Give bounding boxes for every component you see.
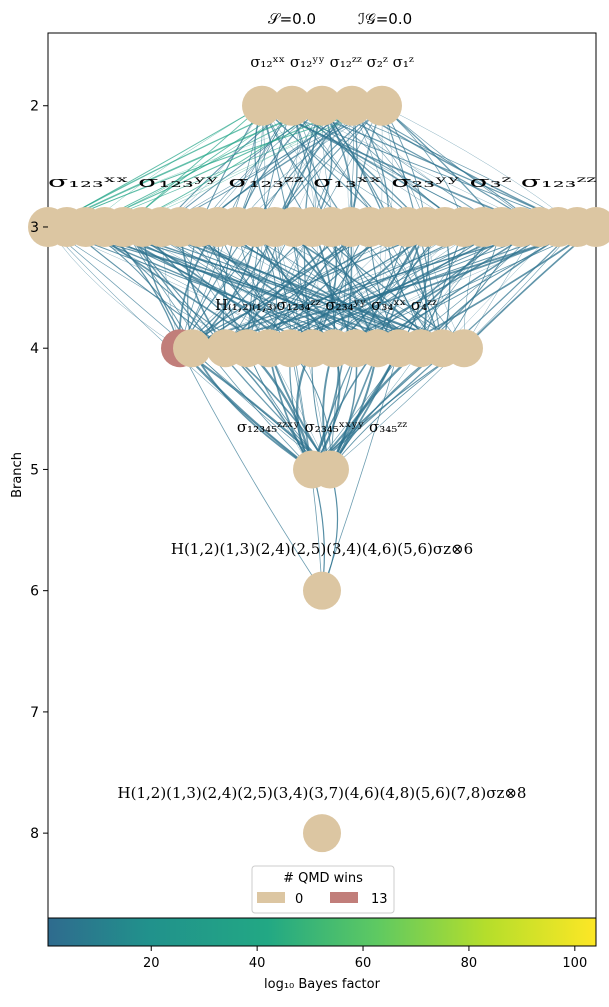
- legend: # QMD wins 0 13: [251, 865, 395, 914]
- legend-title: # QMD wins: [283, 871, 363, 886]
- node-branch-5-1: [311, 450, 349, 489]
- y-tick-label: 5: [30, 462, 39, 478]
- node-branch-6-0: [303, 571, 341, 610]
- branch-label-3: σ₁₂₃ˣˣ σ₁₂₃ʸʸ σ₁₂₃ᶻᶻ σ₁₃ˣˣ σ₂₃ʸʸ σ₃ᶻ σ₁₂…: [48, 173, 596, 191]
- colorbar-label: log₁₀ Bayes factor: [264, 977, 381, 992]
- colorbar-tick-label: 80: [461, 956, 478, 971]
- branch-label-4: H₍₁,₂₎₍₁,₃₎σ₁₂₃₄ᶻᶻ σ₂₃₄ʸʸ σ₃₄ˣˣ σ₄ᶻᶻ: [215, 296, 437, 314]
- chart-title: 𝒮=0.0 ℐ𝒢=0.0: [268, 10, 412, 28]
- colorbar-tick-label: 100: [562, 956, 587, 971]
- legend-swatch-0: [257, 892, 285, 903]
- node-branch-3-29: [576, 206, 609, 247]
- title-surprisal: 𝒮=0.0: [268, 10, 316, 28]
- y-tick-label: 4: [30, 341, 39, 357]
- colorbar-gradient: [47, 917, 597, 947]
- colorbar-tick-label: 20: [143, 956, 160, 971]
- colorbar-tick-label: 60: [355, 956, 372, 971]
- legend-label-0: 0: [295, 892, 303, 907]
- edge: [179, 348, 323, 591]
- colorbar-ticks: 20 40 60 80 100: [143, 946, 587, 971]
- node-branch-4-1: [173, 329, 211, 368]
- legend-swatch-13: [330, 892, 358, 903]
- y-tick-label: 6: [30, 584, 39, 600]
- legend-frame: [251, 865, 395, 914]
- node-branch-2-0: [242, 85, 282, 126]
- y-tick-label: 7: [30, 705, 39, 721]
- node-label-layer: σ₁₂ˣˣ σ₁₂ʸʸ σ₁₂ᶻᶻ σ₂ᶻ σ₁ᶻ σ₁₂₃ˣˣ σ₁₂₃ʸʸ σ…: [48, 53, 596, 802]
- edge: [321, 348, 400, 591]
- y-axis: 2 3 4 5 6 7 8: [30, 99, 48, 842]
- y-axis-label: Branch: [10, 452, 25, 498]
- y-tick-label: 8: [30, 826, 39, 842]
- y-tick-label: 2: [30, 99, 39, 115]
- branch-label-8: H(1,2)(1,3)(2,4)(2,5)(3,4)(3,7)(4,6)(4,8…: [118, 784, 527, 802]
- branch-label-6: H(1,2)(1,3)(2,4)(2,5)(3,4)(4,6)(5,6)σz⊗6: [171, 540, 473, 558]
- node-layer: [28, 85, 609, 853]
- colorbar-tick-label: 40: [249, 956, 266, 971]
- branch-label-5: σ₁₂₃₄₅ᶻᶻˣʸ σ₂₃₄₅ˣˣʸʸ σ₃₄₅ᶻᶻ: [237, 418, 407, 436]
- y-tick-label: 3: [30, 220, 39, 236]
- node-branch-2-2: [302, 85, 342, 126]
- node-branch-2-1: [272, 85, 312, 126]
- node-branch-2-3: [332, 85, 372, 126]
- colorbar: 20 40 60 80 100 log₁₀ Bayes factor: [47, 917, 597, 992]
- title-ig: ℐ𝒢=0.0: [358, 10, 412, 28]
- branch-label-2: σ₁₂ˣˣ σ₁₂ʸʸ σ₁₂ᶻᶻ σ₂ᶻ σ₁ᶻ: [250, 53, 414, 71]
- node-branch-2-4: [362, 85, 402, 126]
- node-branch-8-0: [303, 814, 341, 853]
- legend-label-13: 13: [371, 892, 388, 907]
- node-branch-4-13: [445, 329, 483, 368]
